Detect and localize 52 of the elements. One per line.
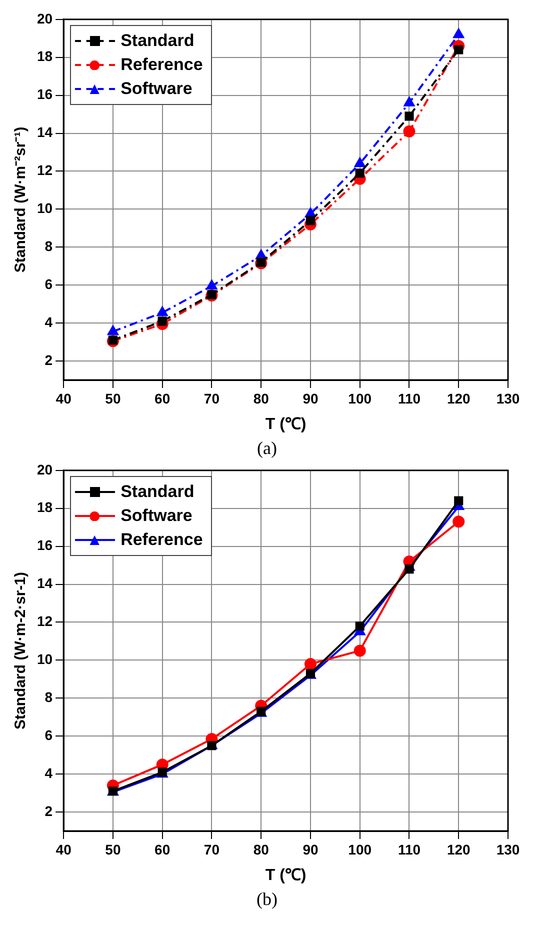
x-tick-label: 50 [105,841,121,858]
y-tick-label: 12 [36,162,53,178]
legend-label: Software [120,506,192,526]
x-tick-label: 120 [446,390,471,406]
x-tick-label: 110 [398,841,421,858]
x-tick-label: 70 [204,841,220,858]
x-tick-label: 60 [154,841,170,858]
y-tick-label: 4 [44,764,53,781]
x-tick-label: 50 [105,390,121,406]
y-tick-label: 20 [36,461,53,478]
y-tick-label: 14 [36,124,53,140]
y-tick-label: 16 [36,86,53,102]
legend-label: Software [120,79,192,100]
y-tick-label: 2 [44,352,53,368]
y-axis-title: Standard (W·m-2·sr-1) [12,572,30,730]
x-tick-label: 70 [204,390,220,406]
y-tick-label: 18 [36,499,53,516]
y-tick-label: 10 [36,651,53,668]
x-tick-label: 130 [496,841,520,858]
x-tick-label: 90 [302,841,318,858]
x-tick-label: 130 [496,390,520,406]
x-tick-label: 80 [253,390,270,406]
x-axis-title: T (℃) [265,866,306,884]
x-tick-label: 60 [154,390,170,406]
legend-label: Reference [120,530,203,550]
x-tick-label: 80 [253,841,270,858]
legend-label: Standard [120,482,194,502]
x-tick-label: 40 [56,390,72,406]
y-tick-label: 10 [36,200,53,216]
y-tick-label: 14 [36,575,53,592]
y-axis-title: Standard (W·m⁻²sr⁻¹) [12,126,30,273]
text: (a) [256,438,278,459]
y-tick-label: 8 [44,238,53,254]
x-tick-label: 100 [348,841,372,858]
x-tick-label: 110 [398,390,421,406]
legend-label: Standard [120,31,194,52]
y-tick-label: 18 [36,48,53,64]
y-tick-label: 8 [44,689,53,706]
y-tick-label: 6 [44,726,53,743]
y-tick-label: 16 [36,537,53,554]
x-axis-title: T (℃) [265,416,306,433]
x-tick-label: 90 [302,390,318,406]
y-tick-label: 6 [44,276,53,292]
y-tick-label: 2 [44,802,53,819]
text: (b) [256,889,278,910]
y-tick-label: 12 [36,613,53,630]
y-tick-label: 4 [44,314,53,330]
x-tick-label: 40 [56,841,72,858]
x-tick-label: 100 [348,390,372,406]
y-tick-label: 20 [36,10,53,26]
legend-label: Reference [120,55,203,76]
x-tick-label: 120 [446,841,471,858]
